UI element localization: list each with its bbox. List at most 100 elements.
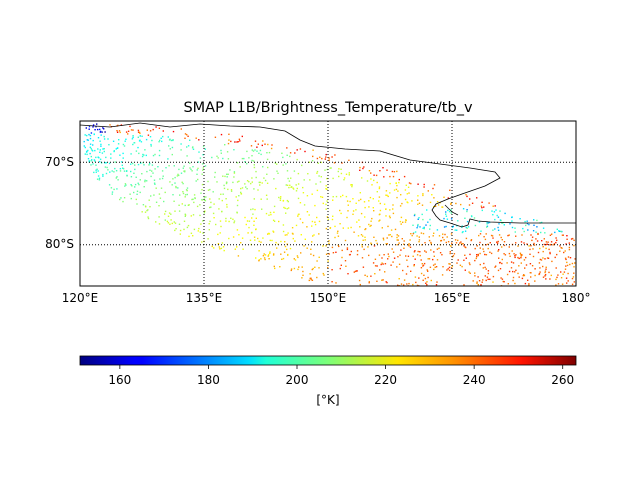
data-point bbox=[133, 191, 135, 194]
data-point bbox=[149, 162, 151, 165]
data-point bbox=[230, 217, 232, 219]
data-point bbox=[370, 275, 372, 277]
data-point bbox=[364, 274, 366, 276]
data-point bbox=[116, 147, 119, 149]
data-point bbox=[425, 282, 427, 284]
data-point bbox=[108, 184, 111, 186]
data-point bbox=[141, 135, 143, 137]
data-point bbox=[339, 223, 341, 225]
data-point bbox=[502, 280, 504, 283]
data-point bbox=[96, 123, 98, 125]
data-point bbox=[496, 242, 499, 244]
data-point bbox=[93, 171, 95, 174]
data-point bbox=[266, 198, 268, 200]
data-point bbox=[520, 257, 522, 259]
data-point bbox=[273, 205, 276, 208]
data-point bbox=[573, 281, 575, 283]
data-point bbox=[299, 202, 302, 204]
data-point bbox=[337, 230, 339, 232]
data-point bbox=[86, 150, 88, 153]
data-point bbox=[383, 203, 386, 205]
data-point bbox=[154, 168, 156, 170]
data-point bbox=[262, 255, 265, 257]
data-point bbox=[443, 239, 445, 241]
data-point bbox=[326, 200, 328, 202]
data-point bbox=[481, 281, 483, 283]
data-point bbox=[324, 158, 326, 160]
data-point bbox=[300, 252, 302, 254]
data-point bbox=[258, 240, 260, 243]
data-point bbox=[331, 156, 333, 158]
data-point bbox=[496, 241, 498, 243]
data-point bbox=[316, 276, 318, 279]
data-point bbox=[201, 241, 203, 243]
data-point bbox=[479, 252, 481, 255]
data-point bbox=[228, 139, 230, 141]
data-point bbox=[513, 253, 515, 255]
data-point bbox=[290, 186, 292, 188]
data-point bbox=[281, 152, 283, 154]
data-point bbox=[358, 279, 361, 282]
data-point bbox=[376, 242, 378, 245]
data-point bbox=[245, 186, 247, 188]
data-point bbox=[179, 233, 181, 235]
data-point bbox=[233, 176, 235, 178]
data-point bbox=[362, 235, 364, 237]
data-point bbox=[192, 214, 195, 216]
data-point bbox=[431, 194, 433, 196]
data-point bbox=[118, 130, 121, 132]
data-point bbox=[484, 266, 486, 269]
data-point bbox=[229, 169, 231, 171]
data-point bbox=[514, 255, 516, 257]
data-point bbox=[276, 247, 278, 249]
data-point bbox=[228, 237, 230, 240]
data-point bbox=[345, 265, 347, 267]
data-point bbox=[497, 269, 500, 272]
data-point bbox=[461, 231, 464, 234]
data-point bbox=[182, 167, 184, 169]
data-point bbox=[384, 271, 386, 273]
data-point bbox=[270, 147, 273, 150]
data-point bbox=[225, 220, 227, 222]
data-point bbox=[433, 184, 436, 186]
data-point bbox=[125, 170, 128, 172]
data-point bbox=[446, 218, 449, 220]
data-point bbox=[545, 241, 548, 243]
data-point bbox=[240, 242, 242, 244]
data-point bbox=[382, 239, 385, 241]
data-point bbox=[89, 146, 91, 148]
data-point bbox=[207, 189, 210, 191]
data-point bbox=[173, 165, 175, 167]
data-point bbox=[167, 158, 169, 160]
data-point bbox=[159, 197, 162, 199]
data-point bbox=[351, 185, 353, 188]
data-point bbox=[456, 229, 458, 231]
data-point bbox=[390, 229, 393, 231]
data-point bbox=[381, 257, 383, 259]
map-frame bbox=[79, 120, 577, 287]
data-point bbox=[451, 242, 453, 244]
data-point bbox=[442, 266, 444, 268]
data-point bbox=[282, 200, 284, 202]
data-point bbox=[136, 190, 139, 192]
data-point bbox=[264, 143, 266, 145]
data-point bbox=[372, 207, 374, 209]
data-point bbox=[330, 167, 332, 169]
data-point bbox=[295, 184, 297, 186]
data-point bbox=[132, 135, 134, 137]
data-point bbox=[511, 250, 513, 252]
data-point bbox=[241, 135, 243, 138]
data-point bbox=[173, 200, 175, 202]
data-point bbox=[506, 273, 509, 276]
data-point bbox=[568, 246, 571, 249]
data-point bbox=[414, 250, 416, 252]
data-point bbox=[433, 232, 435, 234]
data-point bbox=[389, 234, 391, 236]
data-point bbox=[436, 259, 439, 261]
data-point bbox=[392, 212, 395, 215]
data-point bbox=[447, 268, 449, 270]
data-point bbox=[410, 270, 412, 272]
data-point bbox=[253, 188, 255, 190]
data-point bbox=[410, 182, 412, 185]
data-point bbox=[476, 245, 478, 247]
